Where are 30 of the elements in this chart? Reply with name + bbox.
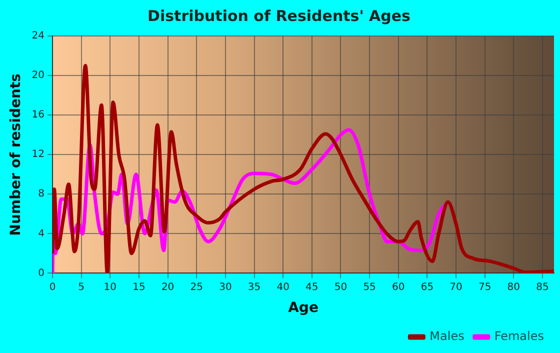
y-tick-label: 24 (32, 30, 45, 42)
x-tick-label: 15 (132, 282, 146, 293)
y-axis-title: Number of residents (8, 74, 24, 236)
x-tick-label: 85 (536, 282, 549, 293)
x-tick-label: 70 (450, 282, 462, 293)
legend-label: Males (430, 329, 464, 344)
y-tick-label: 12 (32, 149, 45, 160)
x-tick-label: 0 (49, 282, 56, 293)
y-tick-label: 0 (38, 268, 45, 279)
y-tick-label: 4 (38, 228, 45, 240)
x-tick-label: 5 (78, 282, 85, 293)
y-tick-label: 8 (38, 188, 45, 200)
chart-title: Distribution of Residents' Ages (148, 6, 411, 25)
y-tick-label: 16 (32, 110, 45, 121)
x-tick-label: 30 (219, 282, 232, 293)
x-tick-label: 55 (363, 282, 376, 293)
x-tick-label: 60 (392, 282, 405, 293)
x-tick-label: 50 (334, 282, 348, 293)
x-tick-label: 65 (420, 282, 434, 293)
y-tick-label: 20 (32, 70, 45, 82)
x-tick-label: 80 (507, 282, 520, 293)
x-tick-label: 45 (306, 282, 318, 293)
x-tick-label: 20 (161, 282, 174, 293)
x-tick-label: 10 (104, 282, 117, 293)
x-tick-label: 35 (248, 282, 261, 293)
x-tick-label: 25 (190, 282, 203, 293)
x-tick-label: 40 (276, 282, 290, 293)
x-axis-title: Age (288, 300, 318, 316)
legend-label: Females (494, 329, 544, 344)
x-tick-label: 75 (478, 282, 492, 293)
